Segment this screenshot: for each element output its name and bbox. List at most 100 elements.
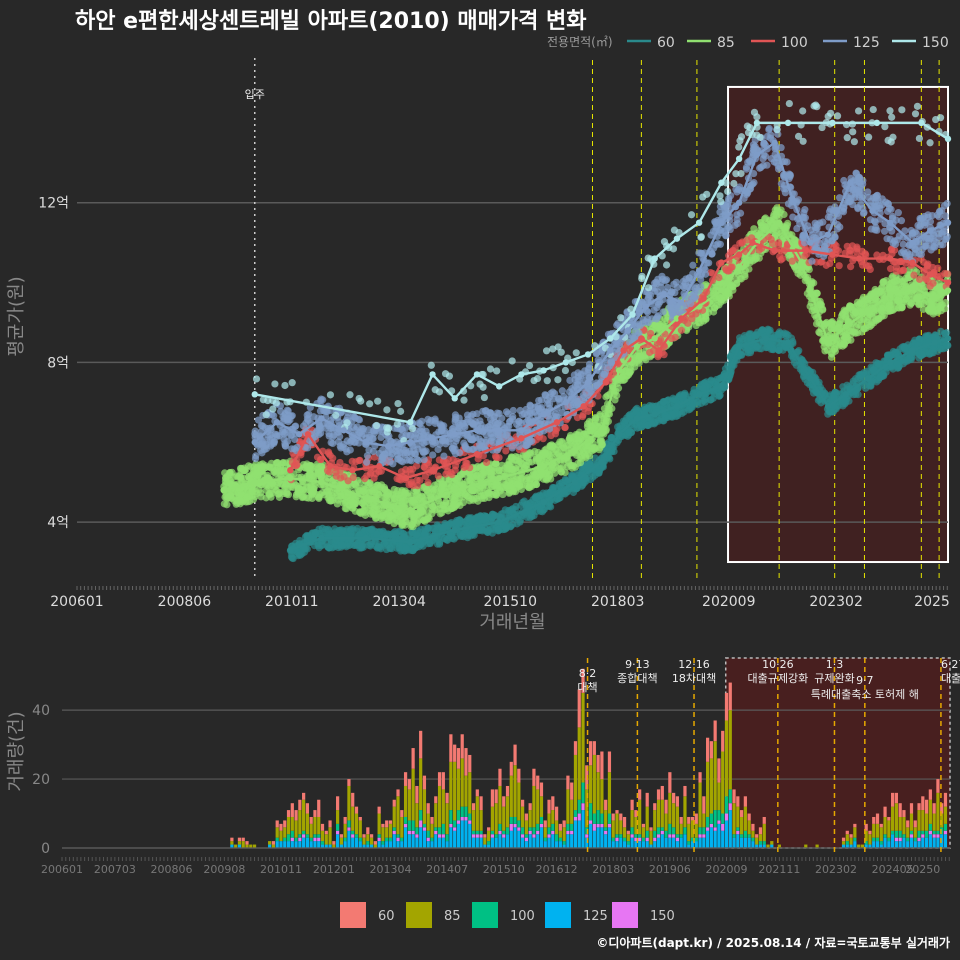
data-point	[899, 266, 907, 275]
data-point	[333, 488, 341, 497]
data-point	[760, 225, 769, 234]
data-point	[588, 422, 596, 430]
data-point	[843, 242, 851, 250]
data-point	[595, 469, 603, 477]
data-point	[383, 510, 391, 518]
data-point	[298, 493, 307, 501]
data-point	[859, 369, 868, 377]
data-point	[874, 359, 882, 368]
data-point	[552, 445, 560, 454]
data-point	[358, 543, 366, 551]
data-point	[748, 254, 756, 262]
x-tick-label: 2025	[914, 594, 950, 610]
data-point	[400, 521, 409, 529]
data-point	[345, 541, 354, 550]
data-point	[769, 212, 778, 220]
data-point	[490, 511, 499, 519]
data-point	[221, 469, 229, 477]
data-point	[598, 437, 606, 446]
data-point	[737, 351, 745, 359]
data-point	[751, 332, 759, 340]
data-point	[337, 541, 345, 549]
data-point	[509, 488, 517, 496]
data-point	[824, 410, 832, 418]
data-point	[755, 345, 764, 353]
data-point	[501, 464, 509, 473]
data-point	[589, 473, 597, 481]
data-point	[565, 436, 573, 444]
data-point	[700, 397, 708, 405]
data-point	[525, 483, 533, 492]
data-point	[372, 514, 380, 522]
data-point	[306, 465, 314, 474]
data-point	[717, 298, 725, 306]
data-point	[709, 394, 717, 402]
data-point	[509, 520, 517, 529]
data-point	[738, 238, 746, 246]
x-tick-label: 201510	[484, 594, 537, 610]
data-point	[761, 214, 770, 222]
data-point	[436, 538, 444, 547]
data-point	[367, 526, 375, 534]
data-point	[725, 267, 733, 275]
data-point	[517, 501, 525, 509]
data-point	[373, 481, 381, 489]
data-point	[707, 376, 715, 384]
data-point	[877, 313, 885, 321]
data-point	[248, 492, 256, 500]
data-point	[535, 454, 543, 462]
data-point	[269, 463, 277, 472]
x-tick-label: 201803	[591, 594, 644, 610]
data-point	[893, 360, 901, 368]
y-axis-title: 평균가(원)	[6, 276, 27, 356]
data-point	[413, 531, 421, 539]
data-point	[845, 313, 853, 321]
data-point	[429, 536, 437, 545]
data-point	[526, 514, 534, 522]
data-point	[424, 478, 432, 487]
data-point	[480, 491, 489, 499]
data-point	[782, 332, 790, 340]
data-point	[472, 494, 480, 503]
data-point	[834, 247, 842, 255]
data-point	[373, 544, 381, 552]
data-point	[480, 515, 488, 524]
data-point	[879, 279, 887, 287]
data-point	[646, 348, 654, 357]
data-point	[320, 491, 328, 499]
data-point	[664, 413, 672, 422]
y-tick-label: 8억	[47, 355, 69, 371]
data-point	[463, 492, 471, 500]
data-point	[696, 319, 704, 327]
data-point	[611, 396, 619, 404]
data-point	[929, 279, 937, 287]
data-point	[661, 314, 669, 323]
x-axis-title: 거래년월	[479, 612, 545, 633]
data-point	[884, 305, 892, 313]
data-point	[221, 477, 230, 485]
data-point	[325, 530, 333, 538]
data-point	[333, 500, 341, 508]
data-point	[821, 347, 829, 355]
data-point	[391, 527, 399, 536]
data-point	[625, 428, 633, 437]
data-point	[433, 521, 441, 529]
data-point	[858, 328, 866, 336]
data-point	[279, 459, 287, 467]
data-point	[893, 298, 901, 306]
data-point	[583, 446, 591, 454]
data-point	[453, 518, 461, 526]
data-point	[678, 409, 686, 418]
data-point	[367, 538, 376, 546]
data-point	[943, 329, 951, 337]
move-in-label: 입주	[245, 88, 265, 101]
data-point	[903, 292, 911, 300]
data-point	[463, 534, 472, 542]
data-point	[806, 302, 814, 310]
data-point	[348, 498, 356, 506]
data-point	[473, 485, 481, 493]
data-point	[347, 535, 355, 543]
data-point	[758, 326, 767, 334]
data-point	[356, 530, 364, 539]
data-point	[250, 463, 258, 471]
